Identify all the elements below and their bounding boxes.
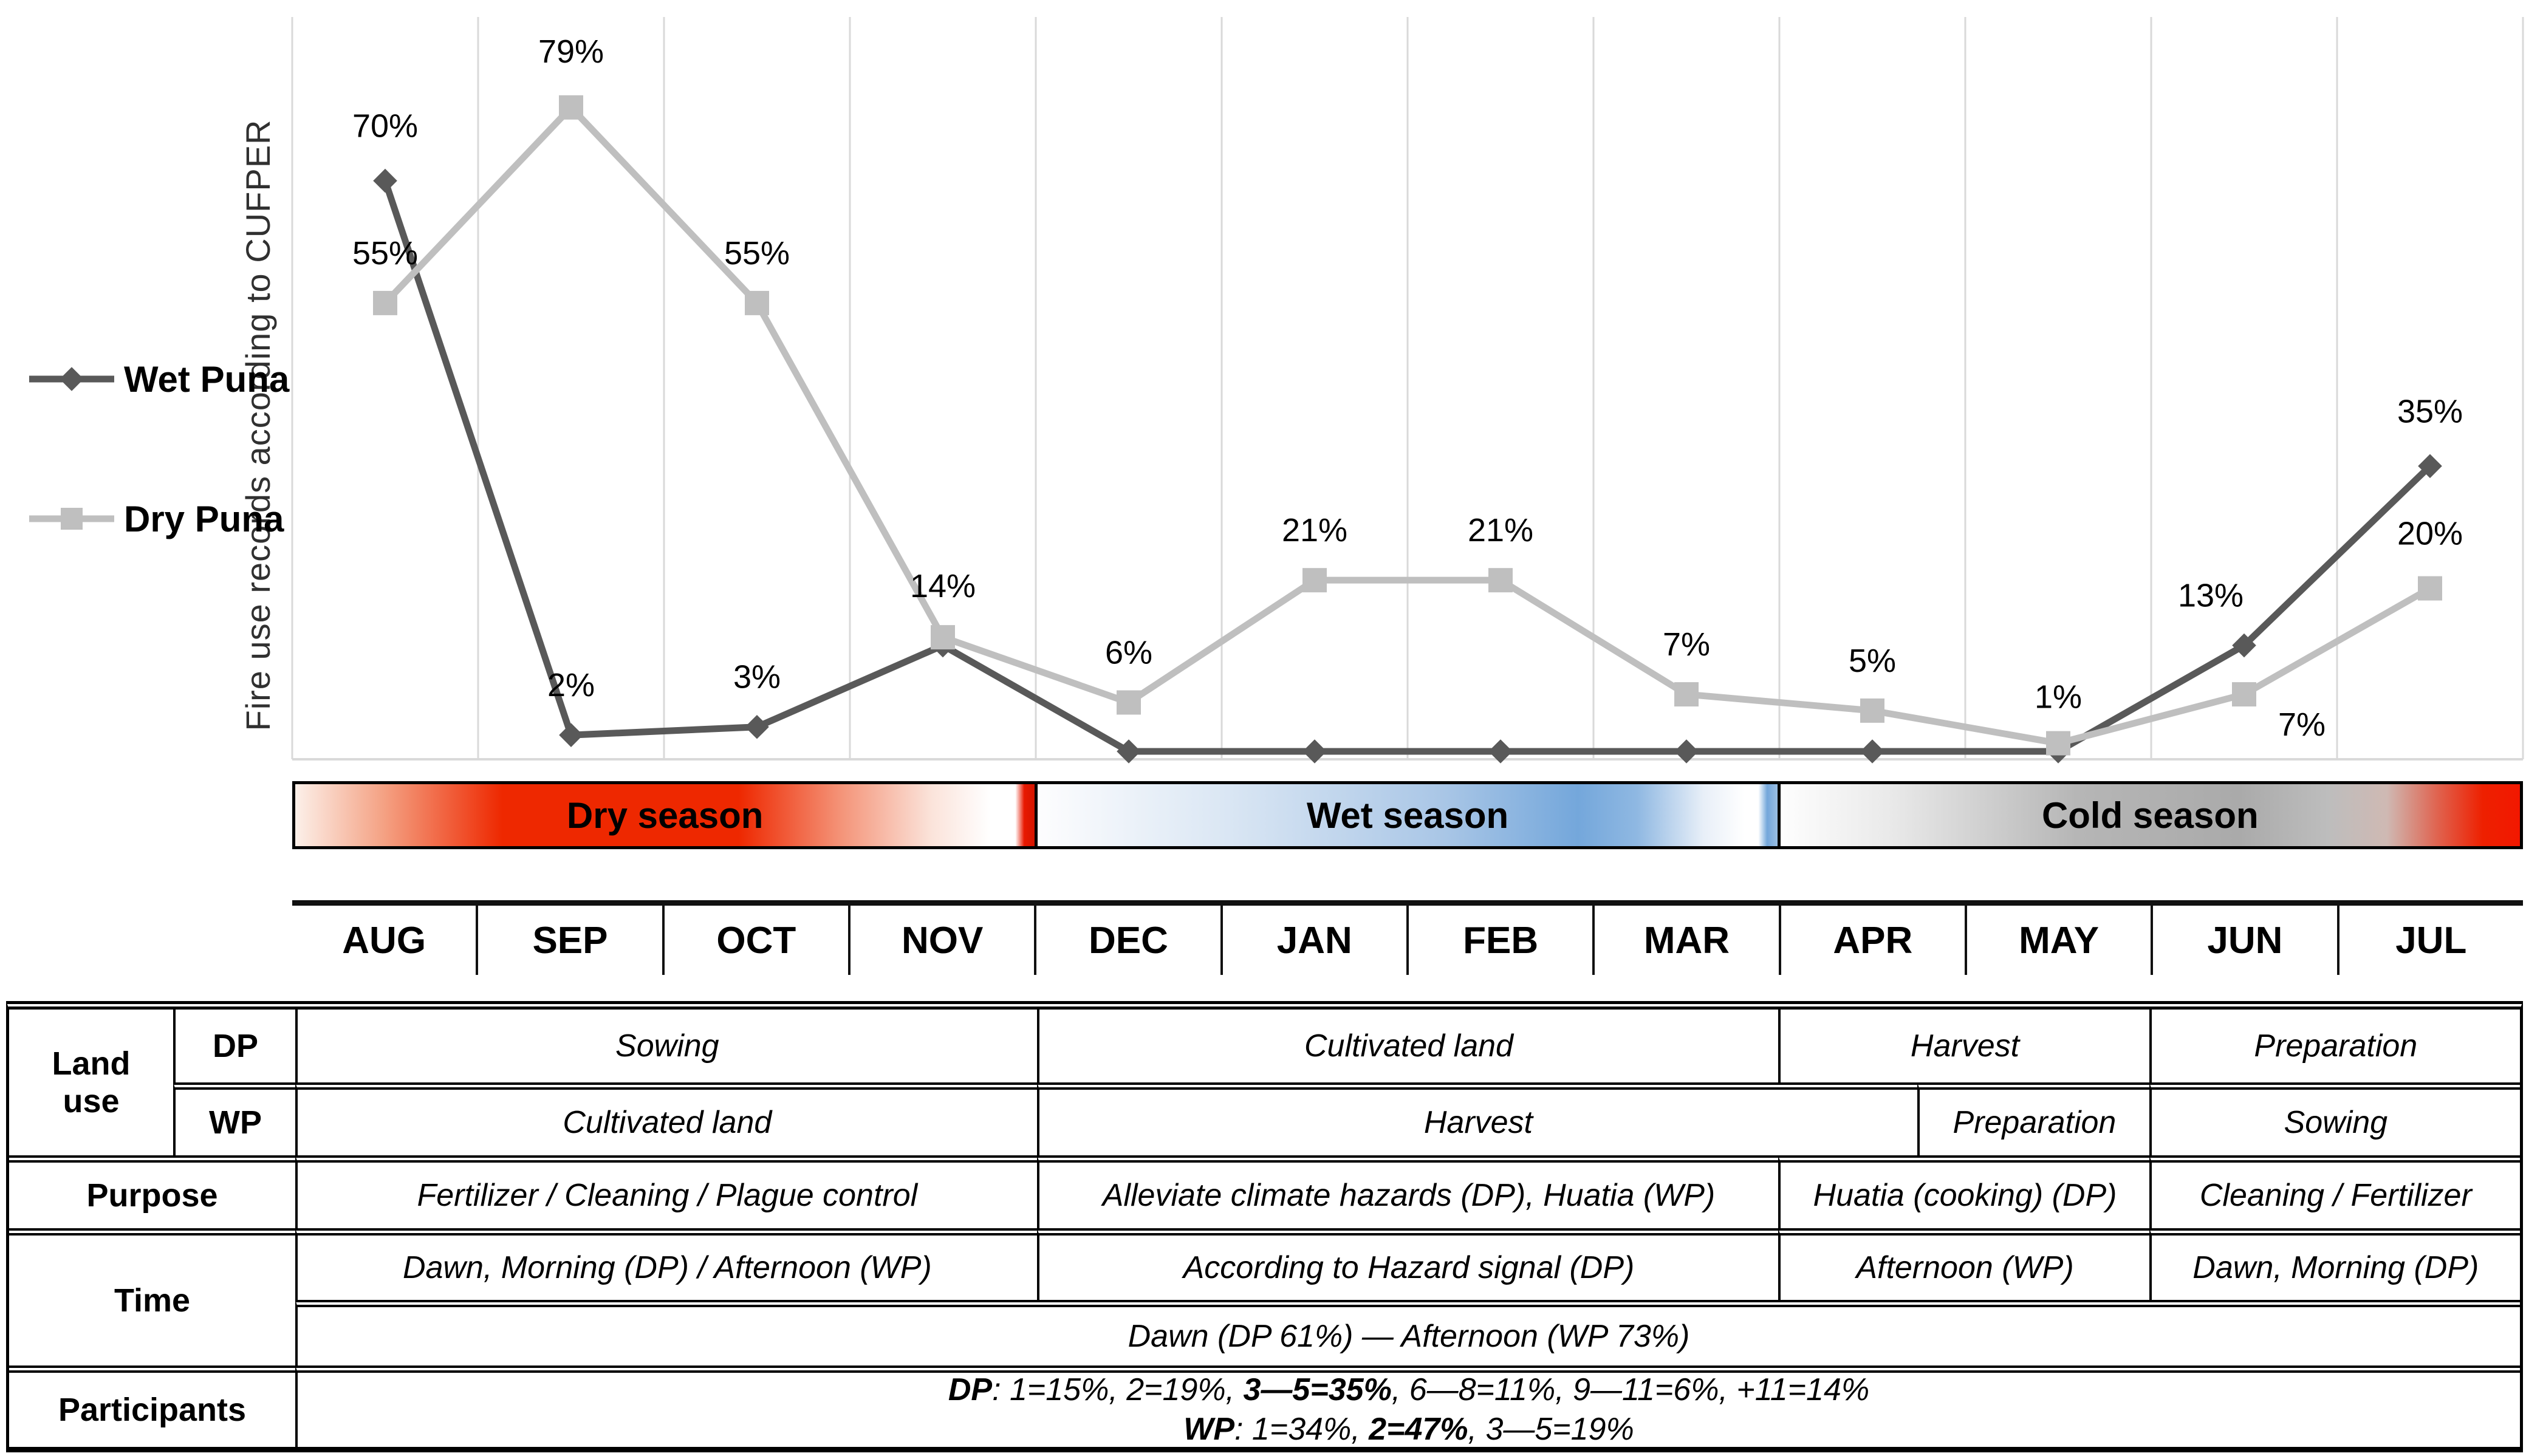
dry-puna-marker-NOV — [931, 625, 955, 650]
month-aug: AUG — [342, 919, 426, 962]
row-header-wp: WP — [173, 1082, 295, 1155]
dry-puna-marker-JUN — [2232, 682, 2256, 707]
row-header-dp: DP — [173, 1010, 295, 1082]
dp-cultivated-land-cell: Cultivated land — [1036, 1010, 1779, 1082]
month-nov: NOV — [847, 906, 1034, 975]
wet-puna-marker-JUL — [2418, 454, 2442, 479]
season-wet: Wet season — [1035, 784, 1778, 846]
dry-puna-marker-OCT — [745, 290, 769, 315]
purpose-cold-season-cell: Huatia (cooking) (DP) — [1778, 1155, 2149, 1228]
season-band: Dry season Wet season Cold season — [292, 781, 2523, 849]
month-oct: OCT — [662, 906, 848, 975]
dp-preparation-cell: Preparation — [2149, 1010, 2520, 1082]
data-label-dry-puna-DEC: 6% — [1105, 634, 1152, 671]
wp-preparation-cell: Preparation — [1917, 1082, 2149, 1155]
month-feb: FEB — [1406, 906, 1592, 975]
month-jan: JAN — [1220, 906, 1406, 975]
data-label-dry-puna-NOV: 14% — [910, 568, 976, 604]
month-jun: JUN — [2151, 906, 2336, 975]
dry-puna-line — [383, 102, 2432, 747]
data-label-dry-puna-APR: 5% — [1849, 643, 1896, 679]
season-dry: Dry season — [295, 784, 1035, 846]
month-mar: MAR — [1592, 906, 1778, 975]
data-label-dry-puna-SEP: 79% — [538, 33, 604, 70]
wet-puna-marker-FEB — [1488, 739, 1513, 764]
data-label-dry-puna-OCT: 55% — [724, 235, 790, 272]
purpose-preseason-cell: Cleaning / Fertilizer — [2149, 1155, 2520, 1228]
data-label-wet-puna-JUN: 13% — [2178, 578, 2244, 614]
wp-cultivated-land-cell: Cultivated land — [295, 1082, 1037, 1155]
data-label-dry-puna-FEB: 21% — [1468, 512, 1533, 549]
season-cold: Cold season — [1777, 784, 2520, 846]
month-axis: AUG SEP OCT NOV DEC JAN FEB MAR APR MAY … — [292, 900, 2523, 975]
data-label-dry-puna-JAN: 21% — [1282, 512, 1347, 549]
dry-puna-marker-APR — [1860, 698, 1884, 723]
dp-sowing-cell: Sowing — [295, 1010, 1037, 1082]
data-label-wet-puna-SEP: 2% — [547, 667, 595, 703]
data-label-wet-puna-OCT: 3% — [733, 659, 781, 696]
time-cold-season-cell: Afternoon (WP) — [1778, 1228, 2149, 1300]
purpose-dry-season-cell: Fertilizer / Cleaning / Plague control — [295, 1155, 1037, 1228]
dry-puna-marker-JUL — [2418, 576, 2442, 601]
wet-puna-marker-AUG — [373, 168, 397, 193]
wet-puna-marker-OCT — [745, 714, 769, 739]
month-dec: DEC — [1034, 906, 1220, 975]
row-header-land-use: Land use — [52, 1045, 131, 1119]
time-summary-cell: Dawn (DP 61%) — Afternoon (WP 73%) — [295, 1300, 2520, 1365]
data-label-wet-puna-JUL: 35% — [2397, 393, 2463, 429]
row-header-purpose: Purpose — [9, 1155, 295, 1228]
time-wet-season-cell: According to Hazard signal (DP) — [1036, 1228, 1779, 1300]
row-header-participants: Participants — [9, 1365, 295, 1447]
data-label-dry-puna-AUG: 55% — [352, 235, 418, 272]
legend-label: Wet Puna — [124, 358, 290, 400]
dry-puna-marker-MAY — [2046, 731, 2070, 756]
fire-use-line-chart: 70% 2% 3% 13% 35% 55% 79% 55% 14% 6% 21% 21% 7% 5% 1% 7… — [291, 17, 2524, 764]
month-may: MAY — [1964, 906, 2151, 975]
wet-puna-marker-DEC — [1117, 739, 1141, 764]
wet-puna-marker-JAN — [1302, 739, 1327, 764]
data-label-dry-puna-MAR: 7% — [1663, 626, 1710, 663]
participants-cell: DP: 1=15%, 2=19%, 3—5=35%, 6—8=11%, 9—11… — [295, 1365, 2520, 1447]
participants-wp-line: WP: 1=34%, 2=47%, 3—5=19% — [1183, 1412, 1634, 1447]
dry-puna-marker-DEC — [1117, 690, 1141, 715]
wet-puna-marker-SEP — [559, 723, 583, 747]
dry-puna-marker-AUG — [373, 290, 397, 315]
wet-puna-diamond-icon — [29, 367, 114, 391]
month-sep: SEP — [476, 906, 662, 975]
y-axis-title: Fire use records according to CUFPER — [239, 119, 277, 731]
time-preseason-cell: Dawn, Morning (DP) — [2149, 1228, 2520, 1300]
data-label-wet-puna-AUG: 70% — [352, 108, 418, 145]
wet-puna-marker-APR — [1860, 739, 1884, 764]
data-label-dry-puna-JUN: 7% — [2278, 706, 2326, 743]
legend-item-wet-puna: Wet Puna — [29, 357, 289, 401]
row-header-time: Time — [9, 1228, 295, 1365]
participants-dp-line: DP: 1=15%, 2=19%, 3—5=35%, 6—8=11%, 9—11… — [948, 1372, 1870, 1407]
purpose-wet-season-cell: Alleviate climate hazards (DP), Huatia (… — [1036, 1155, 1779, 1228]
wp-harvest-cell: Harvest — [1036, 1082, 1918, 1155]
dry-puna-marker-FEB — [1488, 568, 1513, 593]
month-apr: APR — [1778, 906, 1965, 975]
dry-puna-marker-MAR — [1674, 682, 1699, 707]
wet-puna-marker-MAR — [1674, 739, 1699, 764]
dry-puna-marker-SEP — [559, 95, 583, 120]
dry-puna-square-icon — [29, 508, 114, 530]
data-label-dry-puna-JUL: 20% — [2397, 516, 2463, 552]
time-dry-season-cell: Dawn, Morning (DP) / Afternoon (WP) — [295, 1228, 1037, 1300]
legend-item-dry-puna: Dry Puna — [29, 497, 284, 541]
legend-label: Dry Puna — [124, 498, 284, 539]
month-jul: JUL — [2336, 906, 2523, 975]
data-label-dry-puna-MAY: 1% — [2035, 679, 2082, 716]
dry-puna-marker-JAN — [1302, 568, 1327, 593]
dp-harvest-cell: Harvest — [1778, 1010, 2149, 1082]
wet-puna-marker-JUN — [2232, 633, 2256, 658]
seasonal-activity-table: Land use DP WP Purpose Time Participants… — [6, 1001, 2523, 1452]
wp-sowing-cell: Sowing — [2149, 1082, 2520, 1155]
